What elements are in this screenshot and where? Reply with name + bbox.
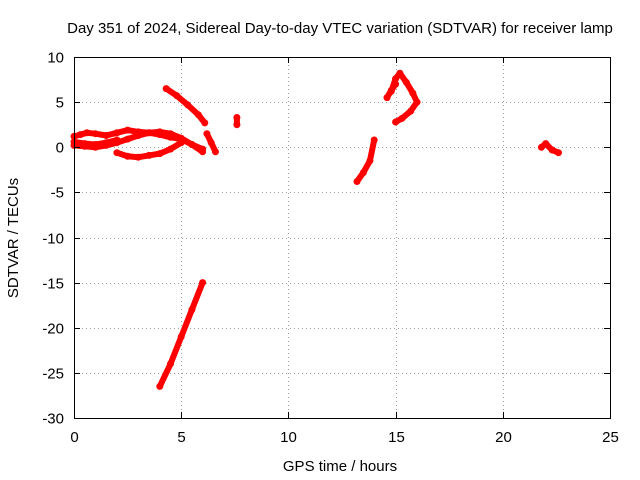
data-point	[233, 121, 241, 129]
series-arc-i	[354, 137, 378, 185]
x-tick-label: 10	[280, 429, 297, 446]
data-point	[353, 178, 361, 185]
data-point	[370, 136, 378, 144]
data-series	[70, 69, 562, 390]
data-point	[188, 141, 196, 148]
data-point	[233, 114, 241, 121]
data-point	[392, 75, 400, 83]
data-point	[409, 89, 417, 97]
y-axis-label: SDTVAR / TECUs	[5, 178, 22, 298]
data-point	[102, 139, 110, 147]
data-point	[124, 126, 132, 134]
data-point	[184, 101, 192, 109]
chart-title: Day 351 of 2024, Sidereal Day-to-day VTE…	[67, 20, 613, 37]
data-point	[392, 80, 400, 88]
data-point	[542, 140, 550, 148]
data-point	[134, 132, 142, 139]
data-point	[201, 119, 209, 127]
x-axis-label: GPS time / hours	[283, 458, 397, 475]
y-tick-label: 0	[56, 140, 64, 157]
grid-lines	[74, 57, 610, 418]
data-point	[145, 129, 153, 137]
y-tick-label: -5	[51, 185, 64, 202]
y-tick-label: 5	[56, 95, 64, 112]
data-point	[173, 92, 181, 100]
data-point	[188, 306, 196, 314]
data-point	[124, 152, 132, 160]
data-point	[113, 149, 121, 157]
data-point	[407, 107, 415, 115]
x-tick-label: 15	[388, 429, 405, 446]
data-point	[203, 130, 211, 138]
data-point	[156, 150, 164, 158]
data-point	[207, 139, 215, 147]
data-point	[167, 145, 174, 153]
y-tick-label: -25	[42, 366, 64, 383]
data-point	[194, 111, 202, 119]
data-point	[156, 382, 164, 390]
data-point	[413, 98, 421, 106]
data-point	[81, 140, 89, 148]
data-point	[199, 279, 207, 287]
data-point	[156, 128, 164, 136]
data-point	[167, 130, 174, 138]
data-point	[145, 151, 153, 159]
data-point	[398, 114, 406, 122]
data-point	[548, 146, 556, 154]
data-point	[396, 69, 404, 77]
data-point	[212, 148, 219, 156]
y-tick-label: -20	[42, 321, 64, 338]
y-tick-label: 10	[47, 50, 64, 67]
y-tick-label: -15	[42, 276, 64, 293]
data-point	[167, 360, 174, 368]
data-point	[113, 136, 121, 144]
data-point	[199, 145, 207, 153]
data-point	[383, 94, 391, 102]
data-point	[177, 333, 185, 341]
data-point	[162, 85, 170, 93]
data-point	[91, 141, 99, 148]
data-point	[366, 157, 374, 165]
data-point	[124, 135, 132, 143]
data-point	[102, 132, 110, 139]
data-point	[359, 169, 367, 176]
x-tick-label: 25	[602, 429, 619, 446]
x-tick-label: 0	[70, 429, 78, 446]
x-tick-label: 20	[495, 429, 512, 446]
data-point	[555, 149, 562, 157]
data-point	[387, 86, 395, 94]
data-point	[76, 131, 84, 139]
data-point	[134, 153, 142, 161]
data-point	[83, 129, 91, 137]
data-point	[392, 118, 400, 126]
data-point	[177, 139, 185, 147]
axis-ticks: 0 5 10 15 20 25 -30 -25 -20 -15 -10 -5 0 5 10	[42, 50, 619, 447]
data-point	[91, 130, 99, 138]
x-tick-label: 5	[177, 429, 185, 446]
data-point	[113, 129, 121, 137]
y-tick-label: -30	[42, 411, 64, 428]
y-tick-label: -10	[42, 231, 64, 248]
data-point	[402, 78, 410, 86]
